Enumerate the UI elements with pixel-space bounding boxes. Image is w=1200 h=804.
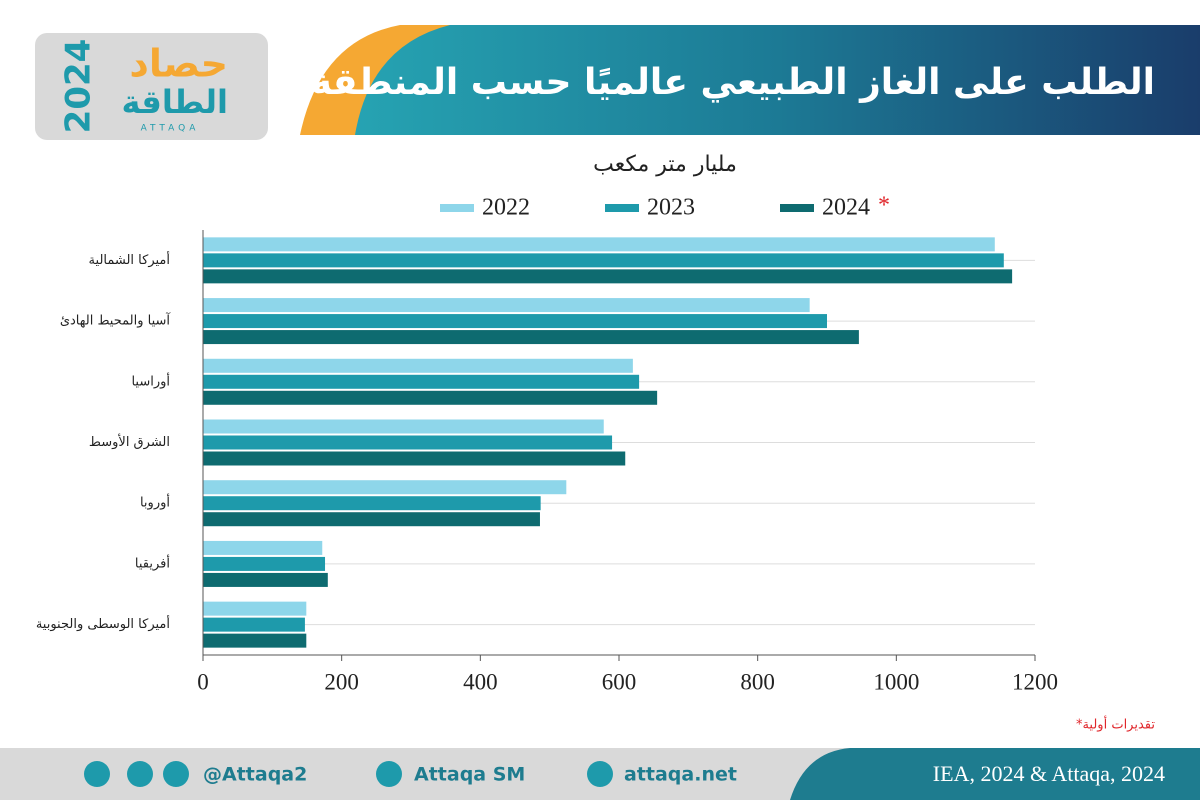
bar: [203, 480, 567, 495]
logo-name: حصاد: [129, 42, 228, 86]
logo-brand: الطاقة: [121, 83, 228, 121]
legend-label: 2023: [647, 195, 695, 221]
x-tick-label: 1000: [873, 669, 919, 694]
x-tick-label: 800: [740, 669, 775, 694]
footer-youtube: Attaqa SM: [414, 764, 525, 786]
bar: [203, 617, 305, 632]
category-label: آسيا والمحيط الهادئ: [60, 312, 172, 329]
bar: [203, 330, 859, 345]
legend-label: 2024: [822, 195, 870, 221]
bar: [203, 556, 326, 571]
bar: [203, 314, 827, 329]
x-tick-label: 400: [463, 669, 498, 694]
bar: [203, 512, 540, 527]
bar: [203, 572, 328, 587]
category-label: أميركا الشمالية: [89, 251, 170, 268]
x-tick-label: 200: [324, 669, 359, 694]
estimate-marker: *: [878, 193, 890, 219]
bar: [203, 601, 307, 616]
header-band: [355, 25, 1200, 135]
logo-box: [35, 33, 268, 140]
legend-label: 2022: [482, 195, 530, 221]
footer-site: attaqa.net: [624, 764, 737, 786]
bar: [203, 419, 604, 434]
category-label: أوراسيا: [131, 372, 170, 389]
bar: [203, 451, 626, 466]
logo-year: 2024: [59, 39, 99, 134]
logo-latin: ATTAQA: [141, 124, 200, 134]
plot: أميركا الشمالية آسيا والمحيط الهادئ أوراسي…: [36, 230, 1058, 694]
subtitle: مليار متر مكعب: [593, 152, 737, 177]
bar: [203, 633, 307, 648]
x-tick-label: 600: [602, 669, 637, 694]
category-label: أوروبا: [140, 494, 170, 511]
category-label: أفريقيا: [135, 554, 170, 571]
category-label: الشرق الأوسط: [89, 433, 170, 450]
bar: [203, 390, 658, 405]
bar: [203, 269, 1013, 284]
bar: [203, 496, 541, 511]
bar: [203, 540, 323, 555]
bar: [203, 435, 613, 450]
x-tick-label: 0: [197, 669, 209, 694]
legend-swatch: [440, 204, 474, 212]
bar: [203, 358, 633, 373]
source: IEA, 2024 & Attaqa, 2024: [933, 761, 1165, 786]
bar: [203, 374, 640, 389]
bar: [203, 237, 995, 252]
legend-swatch: [605, 204, 639, 212]
category-label: أميركا الوسطى والجنوبية: [36, 615, 170, 632]
footnote: *تقديرات أولية: [1076, 716, 1155, 733]
legend: 2022 2023 2024 *: [440, 193, 890, 221]
x-tick-label: 1200: [1012, 669, 1058, 694]
title: الطلب على الغاز الطبيعي عالميًا حسب المن…: [311, 62, 1155, 103]
bar: [203, 298, 810, 313]
social-icons: [84, 761, 613, 787]
footer-accent: [790, 748, 1200, 800]
bar: [203, 253, 1004, 268]
footer-social: @Attaqa2: [203, 764, 307, 786]
legend-swatch: [780, 204, 814, 212]
